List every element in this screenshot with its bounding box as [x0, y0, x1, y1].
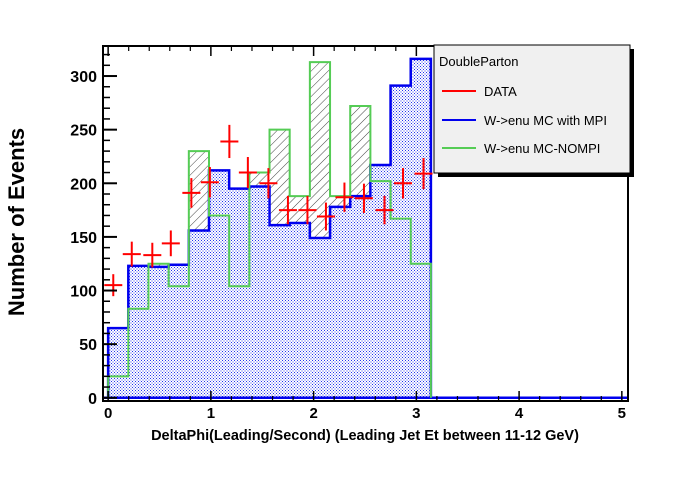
legend-title: DoubleParton	[439, 54, 519, 69]
mpi-hist-bin	[229, 188, 250, 398]
mpi-hist-bin	[249, 186, 270, 398]
legend-entry-data: DATA	[484, 84, 517, 99]
y-tick-label: 200	[70, 176, 97, 193]
x-tick-label: 0	[104, 405, 112, 422]
legend-entry-mpi: W->enu MC with MPI	[484, 113, 607, 128]
data-point	[414, 158, 433, 190]
plot-frame	[102, 45, 629, 402]
x-tick-label: 3	[412, 405, 420, 422]
data-point	[220, 124, 239, 159]
data-point	[298, 195, 317, 225]
y-tick-label: 100	[70, 284, 97, 301]
data-point	[161, 230, 180, 257]
mpi-hist-bin	[289, 222, 310, 398]
mpi-hist-bin	[309, 237, 331, 398]
mpi-hist-bin	[148, 266, 169, 398]
x-axis-label: DeltaPhi(Leading/Second) (Leading Jet Et…	[151, 428, 579, 444]
data-point	[259, 168, 278, 199]
mpi-hist-bin	[209, 170, 230, 398]
mpi-hist-bin	[128, 265, 149, 398]
mpi-hist-outline	[106, 57, 433, 398]
y-axis-label: Number of Events	[4, 128, 29, 316]
y-tick-label: 300	[70, 69, 97, 86]
mpi-hist-bin	[108, 328, 129, 398]
data-point	[394, 168, 412, 199]
x-tick-label: 5	[618, 405, 626, 422]
nompi-hist-outline	[107, 61, 432, 398]
mpi-hist-bin	[390, 85, 411, 398]
y-tick-label: 150	[70, 230, 97, 247]
mpi-hist-bin	[168, 264, 189, 398]
data-point	[278, 195, 297, 225]
data-point	[143, 242, 162, 268]
y-tick-label: 50	[79, 337, 97, 354]
mpi-hist-bin	[269, 225, 290, 398]
mpi-hist-bin	[370, 165, 391, 398]
x-tick-label: 1	[207, 405, 215, 422]
y-tick-label: 0	[88, 391, 97, 408]
mpi-hist-bin	[410, 58, 431, 398]
data-point	[182, 178, 201, 208]
data-point	[238, 157, 257, 189]
legend: DoubleParton DATA W->enu MC with MPI W->…	[433, 44, 634, 177]
data-point	[354, 183, 373, 213]
data-point	[335, 182, 354, 212]
data-point	[122, 241, 141, 267]
y-tick-label: 250	[70, 123, 97, 140]
data-point	[104, 274, 123, 297]
legend-entry-nompi: W->enu MC-NOMPI	[484, 141, 600, 156]
data-point	[316, 202, 335, 231]
x-tick-label: 2	[309, 405, 317, 422]
mpi-hist-bin	[350, 196, 371, 398]
x-tick-label: 4	[515, 405, 524, 422]
mpi-hist-bin	[188, 230, 210, 398]
data-point	[200, 167, 219, 198]
data-point	[375, 195, 394, 225]
mpi-hist-bin	[330, 206, 351, 398]
